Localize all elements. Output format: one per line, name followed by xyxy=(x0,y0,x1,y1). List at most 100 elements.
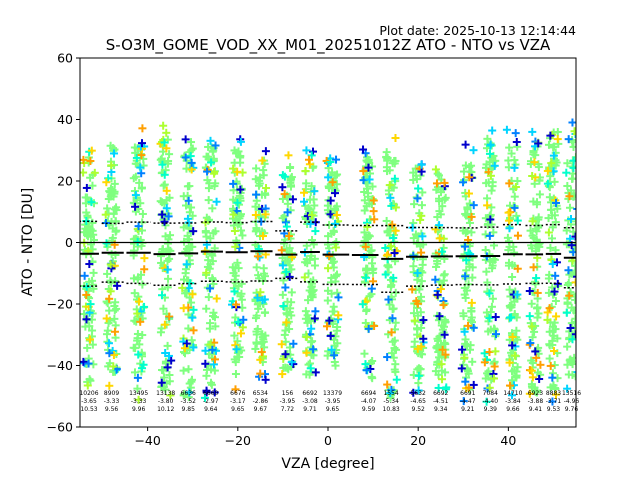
scatter-point xyxy=(546,172,555,181)
scatter-point xyxy=(259,352,268,361)
scatter-point xyxy=(465,260,474,269)
scatter-point xyxy=(416,308,425,317)
scatter-point xyxy=(440,178,449,187)
scatter-point xyxy=(158,291,167,300)
scatter-point xyxy=(386,389,395,398)
scatter-point xyxy=(439,339,448,348)
scatter-point xyxy=(563,342,572,351)
scatter-point xyxy=(255,253,264,262)
scatter-point xyxy=(102,239,111,248)
scatter-point xyxy=(186,152,195,161)
scatter-point xyxy=(187,203,196,212)
scatter-point xyxy=(181,153,190,162)
bin-annotation-count: 6923 xyxy=(528,390,543,397)
scatter-point xyxy=(302,333,311,342)
scatter-point xyxy=(209,308,218,317)
scatter-point xyxy=(433,334,442,343)
scatter-point xyxy=(550,142,559,151)
bin-annotation-count: 14710 xyxy=(503,390,522,397)
scatter-point xyxy=(544,214,553,223)
scatter-point xyxy=(528,127,537,136)
scatter-point xyxy=(82,282,91,291)
scatter-point xyxy=(89,230,98,239)
scatter-point xyxy=(332,211,341,220)
scatter-point xyxy=(361,242,370,251)
scatter-point xyxy=(332,155,341,164)
scatter-points xyxy=(80,118,576,406)
scatter-point xyxy=(413,299,422,308)
scatter-point xyxy=(417,160,426,169)
scatter-point xyxy=(324,182,333,191)
scatter-point xyxy=(548,234,557,243)
scatter-point xyxy=(165,150,174,159)
scatter-point xyxy=(287,358,296,367)
scatter-point xyxy=(484,312,493,321)
scatter-point xyxy=(413,275,422,284)
scatter-point xyxy=(83,381,92,390)
scatter-point xyxy=(307,350,316,359)
scatter-point xyxy=(488,294,497,303)
scatter-point xyxy=(80,310,89,319)
scatter-point xyxy=(417,323,426,332)
scatter-point xyxy=(440,195,449,204)
scatter-point xyxy=(369,207,378,216)
scatter-point xyxy=(180,344,189,353)
scatter-point xyxy=(253,252,262,261)
scatter-point xyxy=(204,196,213,205)
scatter-point xyxy=(535,190,544,199)
scatter-point xyxy=(563,360,572,369)
scatter-point xyxy=(362,307,371,316)
scatter-point xyxy=(505,179,514,188)
scatter-point xyxy=(438,345,447,354)
scatter-point xyxy=(534,213,543,222)
scatter-point xyxy=(362,264,371,273)
bin-annotation-mean: -3.33 xyxy=(104,398,120,405)
scatter-point xyxy=(164,212,173,221)
scatter-point xyxy=(206,340,215,349)
bin-annotation-count: 156 xyxy=(282,390,294,397)
scatter-point xyxy=(134,350,143,359)
scatter-point xyxy=(533,288,542,297)
scatter-point xyxy=(507,367,516,376)
scatter-point xyxy=(480,358,489,367)
scatter-point xyxy=(486,140,495,149)
scatter-point xyxy=(504,208,513,217)
scatter-point xyxy=(391,134,400,143)
scatter-point xyxy=(566,214,575,223)
bin-annotation-std: 7.72 xyxy=(281,406,295,413)
scatter-point xyxy=(461,242,470,251)
scatter-point xyxy=(102,314,111,323)
scatter-point xyxy=(414,184,423,193)
scatter-point xyxy=(323,286,332,295)
scatter-point xyxy=(563,181,572,190)
scatter-point xyxy=(569,156,576,165)
scatter-point xyxy=(89,284,98,293)
scatter-point xyxy=(512,326,521,335)
bin-annotation-count: 8909 xyxy=(104,390,119,397)
bin-annotation-std: 10.53 xyxy=(80,406,97,413)
scatter-point xyxy=(546,361,555,370)
scatter-point xyxy=(307,211,316,220)
scatter-point xyxy=(529,233,538,242)
scatter-point xyxy=(179,304,188,313)
scatter-point xyxy=(234,317,243,326)
bin-annotation-mean: -3.71 xyxy=(546,398,562,405)
scatter-point xyxy=(414,386,423,395)
scatter-point xyxy=(134,297,143,306)
scatter-point xyxy=(551,297,560,306)
scatter-point xyxy=(435,312,444,321)
scatter-point xyxy=(485,383,494,392)
scatter-point xyxy=(485,314,494,323)
scatter-point xyxy=(334,293,343,302)
scatter-point xyxy=(260,343,269,352)
scatter-point xyxy=(156,197,165,206)
scatter-point xyxy=(202,268,211,277)
scatter-point xyxy=(131,344,140,353)
scatter-point xyxy=(311,368,320,377)
scatter-point xyxy=(370,321,379,330)
scatter-point xyxy=(548,326,557,335)
scatter-point xyxy=(252,164,261,173)
scatter-point xyxy=(462,256,471,265)
scatter-point xyxy=(563,280,572,289)
